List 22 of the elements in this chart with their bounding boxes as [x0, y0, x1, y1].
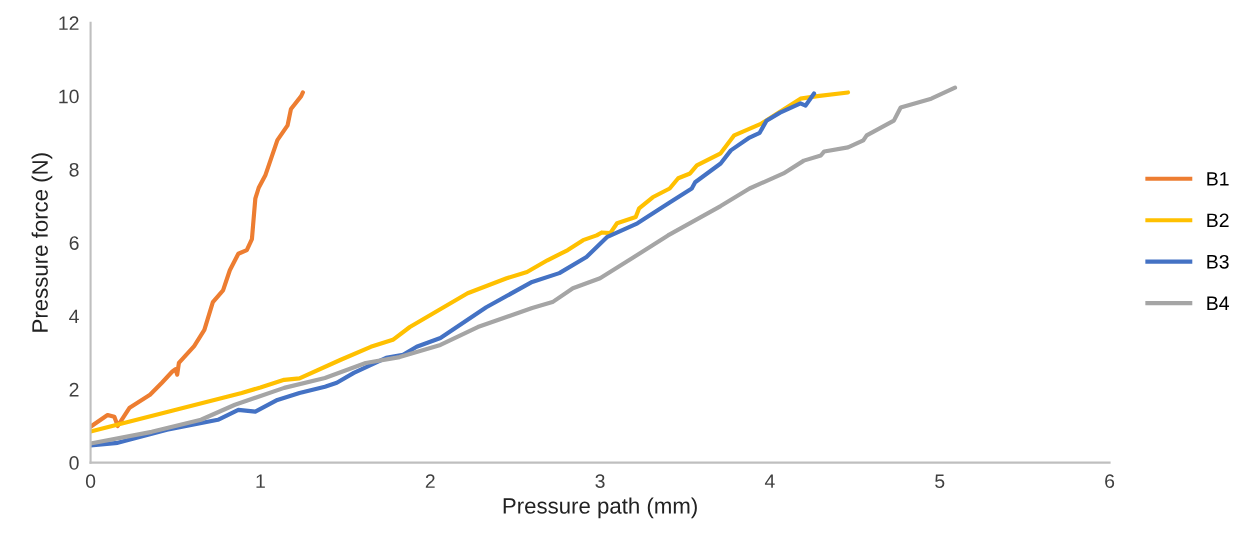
x-tick-label: 2 — [425, 474, 435, 488]
x-tick-label: 5 — [935, 474, 945, 489]
y-tick-label: 2 — [69, 382, 79, 397]
y-tick-label: 10 — [59, 89, 79, 104]
x-tick-label: 6 — [1105, 474, 1115, 489]
legend-label: B3 — [1207, 254, 1229, 269]
legend-label: B1 — [1207, 172, 1229, 186]
line-series — [90, 90, 305, 429]
y-tick-label: 0 — [69, 456, 79, 470]
y-tick-label: 12 — [59, 16, 79, 30]
x-tick-label: 1 — [256, 474, 265, 488]
x-tick-label: 3 — [595, 474, 605, 489]
line-series — [90, 85, 958, 446]
legend-label: B2 — [1207, 213, 1229, 228]
y-axis-title: Pressure force (N) — [31, 153, 53, 332]
x-tick-label: 0 — [85, 474, 96, 489]
y-tick-label: 4 — [69, 309, 79, 324]
x-tick-label: 4 — [764, 474, 775, 488]
y-tick-label: 8 — [69, 162, 79, 177]
x-axis-title: Pressure path (mm) — [503, 497, 697, 519]
y-tick-label: 6 — [69, 236, 79, 250]
legend-label: B4 — [1207, 296, 1229, 310]
